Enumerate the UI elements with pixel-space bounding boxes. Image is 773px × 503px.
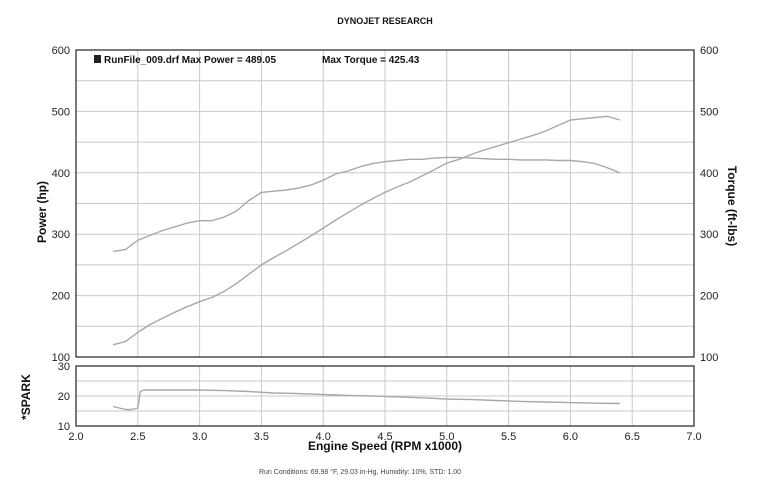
y-tick-label-spark: 20 xyxy=(58,391,70,403)
y-axis-title-power: Power (hp) xyxy=(35,181,49,243)
tick-layer: 2.0 2.5 3.0 3.5 4.0 4.5 5.0 5.5 6.0 6.5 7.0 100 200 3… xyxy=(52,45,719,443)
torque-curve xyxy=(112,156,621,253)
y-tick-label-spark: 30 xyxy=(58,361,70,373)
y-tick-label-power: 400 xyxy=(52,168,70,180)
main-plot-frame xyxy=(75,49,695,358)
y-tick-label-torque: 200 xyxy=(700,291,718,303)
x-tick-label: 3.0 xyxy=(192,431,207,443)
x-tick-label: 5.0 xyxy=(439,431,454,443)
series-layer xyxy=(112,115,621,411)
y-tick-label-torque: 500 xyxy=(700,106,718,118)
legend-marker xyxy=(94,55,101,63)
x-tick-label: 5.5 xyxy=(501,431,516,443)
grid-layer xyxy=(76,50,694,426)
x-tick-label: 7.0 xyxy=(686,431,701,443)
y-tick-label-power: 200 xyxy=(52,291,70,303)
x-tick-label: 6.5 xyxy=(625,431,640,443)
x-tick-label: 4.0 xyxy=(316,431,331,443)
legend-run-label: RunFile_009.drf Max Power = 489.05 xyxy=(104,55,276,66)
y-tick-label-torque: 300 xyxy=(700,229,718,241)
y-tick-label-spark: 10 xyxy=(58,421,70,433)
chart-header-title: DYNOJET RESEARCH xyxy=(337,16,433,26)
x-tick-label: 2.0 xyxy=(68,431,83,443)
x-axis-title: Engine Speed (RPM x1000) xyxy=(308,439,462,453)
y-axis-title-torque: Torque (ft-lbs) xyxy=(725,166,739,246)
y-tick-label-power: 100 xyxy=(52,352,70,364)
x-tick-label: 4.5 xyxy=(377,431,392,443)
y-axis-title-spark: *SPARK xyxy=(19,374,33,420)
x-tick-label: 2.5 xyxy=(130,431,145,443)
spark-plot-frame xyxy=(75,365,695,427)
y-tick-label-torque: 600 xyxy=(700,45,718,57)
run-conditions-footer: Run Conditions: 69.98 °F, 29.03 in-Hg, H… xyxy=(259,468,461,476)
legend-torque-label: Max Torque = 425.43 xyxy=(322,55,420,66)
y-tick-label-power: 300 xyxy=(52,229,70,241)
x-tick-label: 6.0 xyxy=(563,431,578,443)
y-tick-label-power: 600 xyxy=(52,45,70,57)
x-tick-label: 3.5 xyxy=(254,431,269,443)
y-tick-label-torque: 100 xyxy=(700,352,718,364)
power-curve xyxy=(112,115,621,346)
y-tick-label-torque: 400 xyxy=(700,168,718,180)
spark-curve xyxy=(112,389,620,411)
y-tick-label-power: 500 xyxy=(52,106,70,118)
